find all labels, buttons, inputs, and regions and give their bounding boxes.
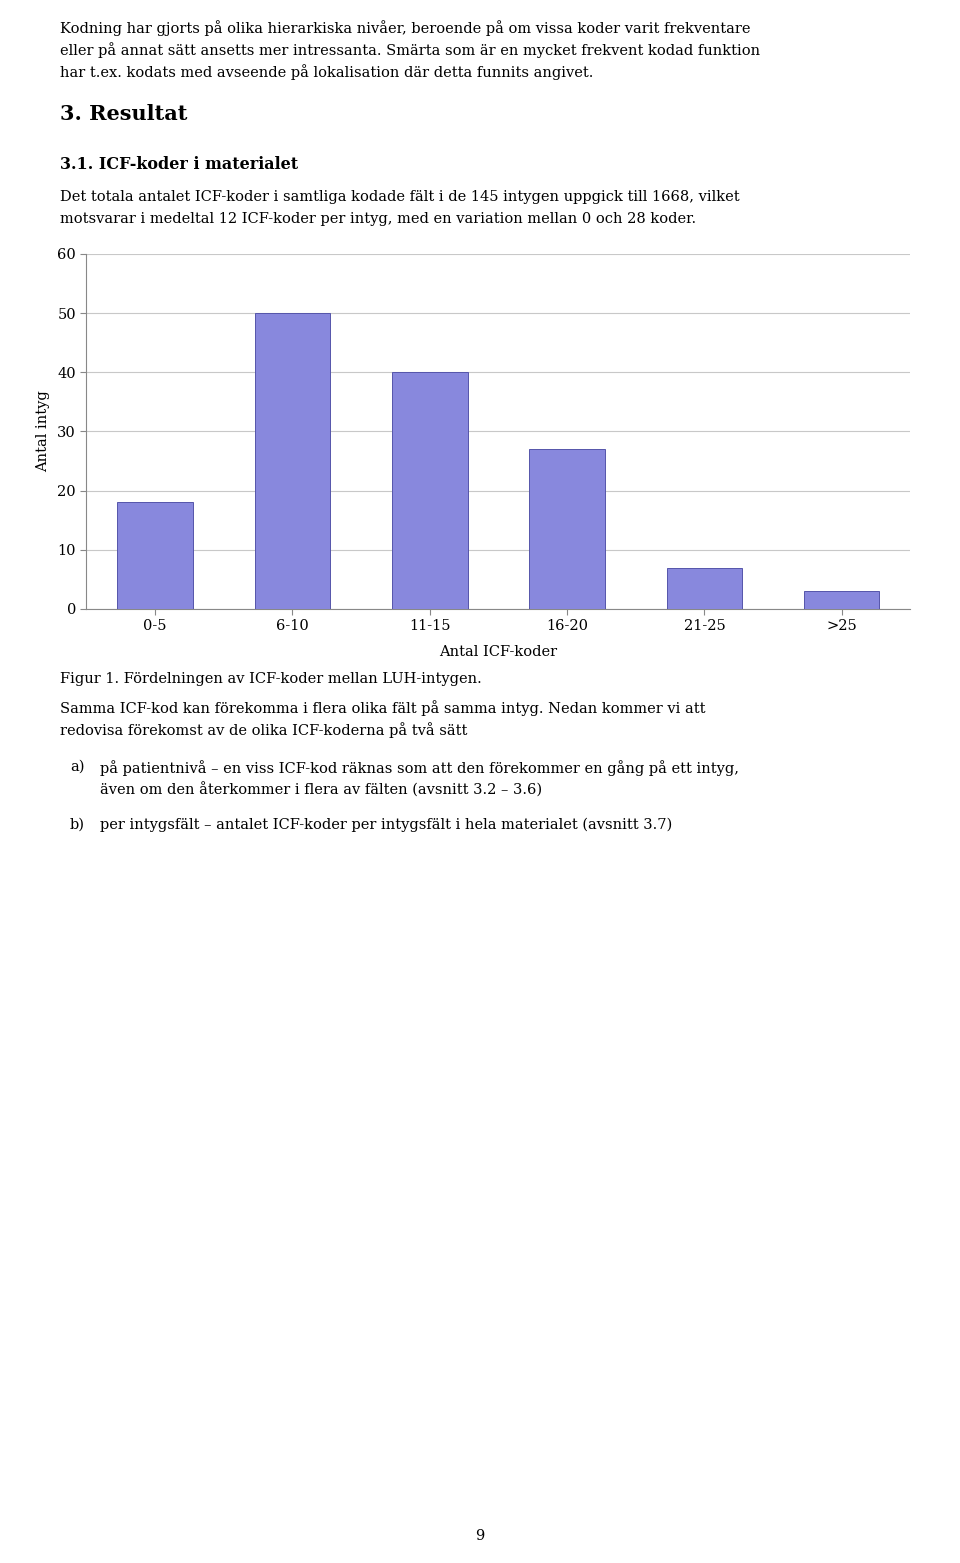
Text: även om den återkommer i flera av fälten (avsnitt 3.2 – 3.6): även om den återkommer i flera av fälten… [100, 782, 542, 797]
Bar [666, 567, 742, 610]
Text: motsvarar i medeltal 12 ICF-koder per intyg, med en variation mellan 0 och 28 ko: motsvarar i medeltal 12 ICF-koder per in… [60, 213, 696, 227]
Text: eller på annat sätt ansetts mer intressanta. Smärta som är en mycket frekvent ko: eller på annat sätt ansetts mer intressa… [60, 42, 760, 58]
Text: Det totala antalet ICF-koder i samtliga kodade fält i de 145 intygen uppgick til: Det totala antalet ICF-koder i samtliga … [60, 191, 739, 205]
Bar [254, 313, 330, 610]
Bar [117, 502, 193, 610]
Text: redovisa förekomst av de olika ICF-koderna på två sätt: redovisa förekomst av de olika ICF-koder… [60, 722, 468, 738]
Text: a): a) [70, 760, 84, 774]
Text: per intygsfält – antalet ICF-koder per intygsfält i hela materialet (avsnitt 3.7: per intygsfält – antalet ICF-koder per i… [100, 817, 672, 833]
Text: 3. Resultat: 3. Resultat [60, 105, 187, 123]
Text: har t.ex. kodats med avseende på lokalisation där detta funnits angivet.: har t.ex. kodats med avseende på lokalis… [60, 64, 593, 80]
Text: Samma ICF-kod kan förekomma i flera olika fält på samma intyg. Nedan kommer vi a: Samma ICF-kod kan förekomma i flera olik… [60, 700, 706, 716]
Text: 9: 9 [475, 1529, 485, 1543]
Text: Figur 1. Fördelningen av ICF-koder mellan LUH-intygen.: Figur 1. Fördelningen av ICF-koder mella… [60, 672, 482, 686]
Text: på patientnivå – en viss ICF-kod räknas som att den förekommer en gång på ett in: på patientnivå – en viss ICF-kod räknas … [100, 760, 739, 775]
Bar [804, 591, 879, 610]
Y-axis label: Antal intyg: Antal intyg [36, 391, 50, 472]
Text: b): b) [70, 817, 85, 832]
X-axis label: Antal ICF-koder: Antal ICF-koder [440, 644, 558, 658]
Bar [529, 449, 605, 610]
Text: Kodning har gjorts på olika hierarkiska nivåer, beroende på om vissa koder varit: Kodning har gjorts på olika hierarkiska … [60, 20, 751, 36]
Bar [392, 372, 468, 610]
Text: 3.1. ICF-koder i materialet: 3.1. ICF-koder i materialet [60, 156, 299, 173]
